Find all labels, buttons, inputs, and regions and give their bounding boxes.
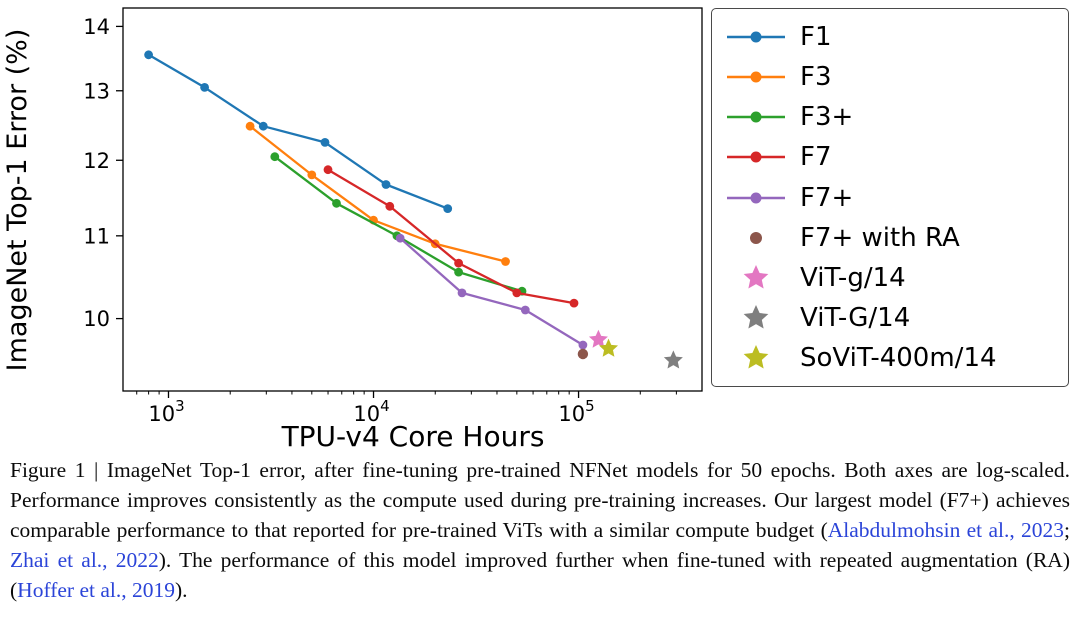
series-line-f1 <box>148 53 449 210</box>
caption-text: Figure 1 | ImageNet Top-1 error, after f… <box>10 458 1070 543</box>
data-point-f1 <box>258 121 268 131</box>
data-point-f3 <box>307 170 317 180</box>
x-tick-label: 103 <box>148 397 184 426</box>
legend-label-vit-g-14: ViT-g/14 <box>800 262 906 293</box>
f7-with-ra-legend-marker-icon <box>750 231 762 244</box>
data-point-f1 <box>144 50 154 60</box>
y-axis-label: ImageNet Top-1 Error (%) <box>2 29 33 372</box>
data-point-f7 <box>569 298 579 308</box>
data-point-f3 <box>332 198 341 208</box>
legend-item-vit-g-14: ViT-G/14 <box>724 300 1062 336</box>
chart-legend: F1 F3 F3+ F7 F7+ F7+ with RA ViT-g/14 ViT-G/14 S… <box>711 8 1069 387</box>
data-point-f3 <box>270 152 280 162</box>
x-tick-label: 104 <box>353 397 389 426</box>
data-point-f7 <box>578 340 588 350</box>
data-point-star-vit-g-14 <box>588 329 608 348</box>
legend-label-f7-with-ra: F7+ with RA <box>800 222 960 253</box>
data-point-f7 <box>454 258 463 268</box>
legend-label-f3: F3+ <box>800 102 854 133</box>
sovit-400m-14-legend-marker-icon <box>743 345 769 369</box>
series-line-f3 <box>249 125 506 263</box>
legend-label-f1: F1 <box>800 22 832 52</box>
f7-legend-marker-icon <box>727 151 785 163</box>
y-tick-label: 10 <box>83 307 110 331</box>
caption-text: ). <box>175 578 188 603</box>
data-point-f1 <box>381 180 391 189</box>
vit-g-14-legend-marker-icon <box>743 304 769 329</box>
caption-text: ; <box>1064 518 1070 543</box>
legend-item-f7: F7+ <box>724 180 1062 216</box>
data-point-f7 <box>457 288 467 298</box>
data-point-f1 <box>320 138 330 147</box>
figure-caption: Figure 1 | ImageNet Top-1 error, after f… <box>10 455 1070 605</box>
series-line-f7 <box>399 237 584 346</box>
data-point-f3 <box>501 257 510 266</box>
legend-label-vit-g-14: ViT-G/14 <box>800 302 911 333</box>
legend-item-f3: F3+ <box>724 99 1062 135</box>
legend-label-f3: F3 <box>800 62 832 93</box>
x-minor-ticks <box>136 391 677 395</box>
legend-label-sovit-400m-14: SoViT-400m/14 <box>800 343 997 373</box>
data-point-f1 <box>443 204 453 214</box>
f7-legend-marker-icon <box>727 192 785 203</box>
y-tick-label: 14 <box>83 15 110 39</box>
data-point-f7-with-ra <box>577 348 589 360</box>
data-point-f3 <box>245 121 255 131</box>
data-point-f7 <box>395 233 405 243</box>
data-point-star-vit-g-14 <box>663 350 683 369</box>
citation-link[interactable]: Alabdulmohsin et al., 2023 <box>827 518 1065 543</box>
x-tick-label: 105 <box>558 397 594 426</box>
caption-text: ). The performance of this model improve… <box>10 548 1070 603</box>
data-point-f3 <box>454 267 463 277</box>
f3-legend-marker-icon <box>727 71 785 83</box>
y-tick-label: 11 <box>83 224 110 248</box>
data-point-f1 <box>200 83 210 92</box>
data-point-star-sovit-400m-14 <box>599 338 619 357</box>
data-point-f7 <box>323 165 333 175</box>
data-point-f7 <box>385 201 395 211</box>
citation-link[interactable]: Hoffer et al., 2019 <box>17 578 175 603</box>
plot-content: 103 104 105 10 11 12 13 14 <box>83 7 703 426</box>
legend-item-vit-g-14: ViT-g/14 <box>724 260 1062 296</box>
f1-legend-marker-icon <box>727 31 785 43</box>
vit-g-14-legend-marker-icon <box>743 264 769 289</box>
x-axis-label: TPU-v4 Core Hours <box>281 420 545 452</box>
legend-label-f7: F7 <box>800 142 832 173</box>
y-tick-label: 12 <box>83 149 110 173</box>
legend-item-f7: F7 <box>724 139 1062 175</box>
legend-label-f7: F7+ <box>800 182 854 213</box>
f3-legend-marker-icon <box>727 111 785 123</box>
legend-item-f3: F3 <box>724 59 1062 95</box>
imagenet-error-plot: 103 104 105 10 11 12 13 14 TPU-v4 Core Hours Im… <box>2 7 703 452</box>
y-tick-label: 13 <box>83 79 110 103</box>
legend-item-f7-with-ra: F7+ with RA <box>724 220 1062 256</box>
legend-item-sovit-400m-14: SoViT-400m/14 <box>724 340 1062 376</box>
legend-item-f1: F1 <box>724 19 1062 55</box>
data-point-f7 <box>520 305 530 315</box>
plot-frame <box>122 7 703 392</box>
data-point-f7 <box>512 288 522 298</box>
citation-link[interactable]: Zhai et al., 2022 <box>10 548 159 573</box>
